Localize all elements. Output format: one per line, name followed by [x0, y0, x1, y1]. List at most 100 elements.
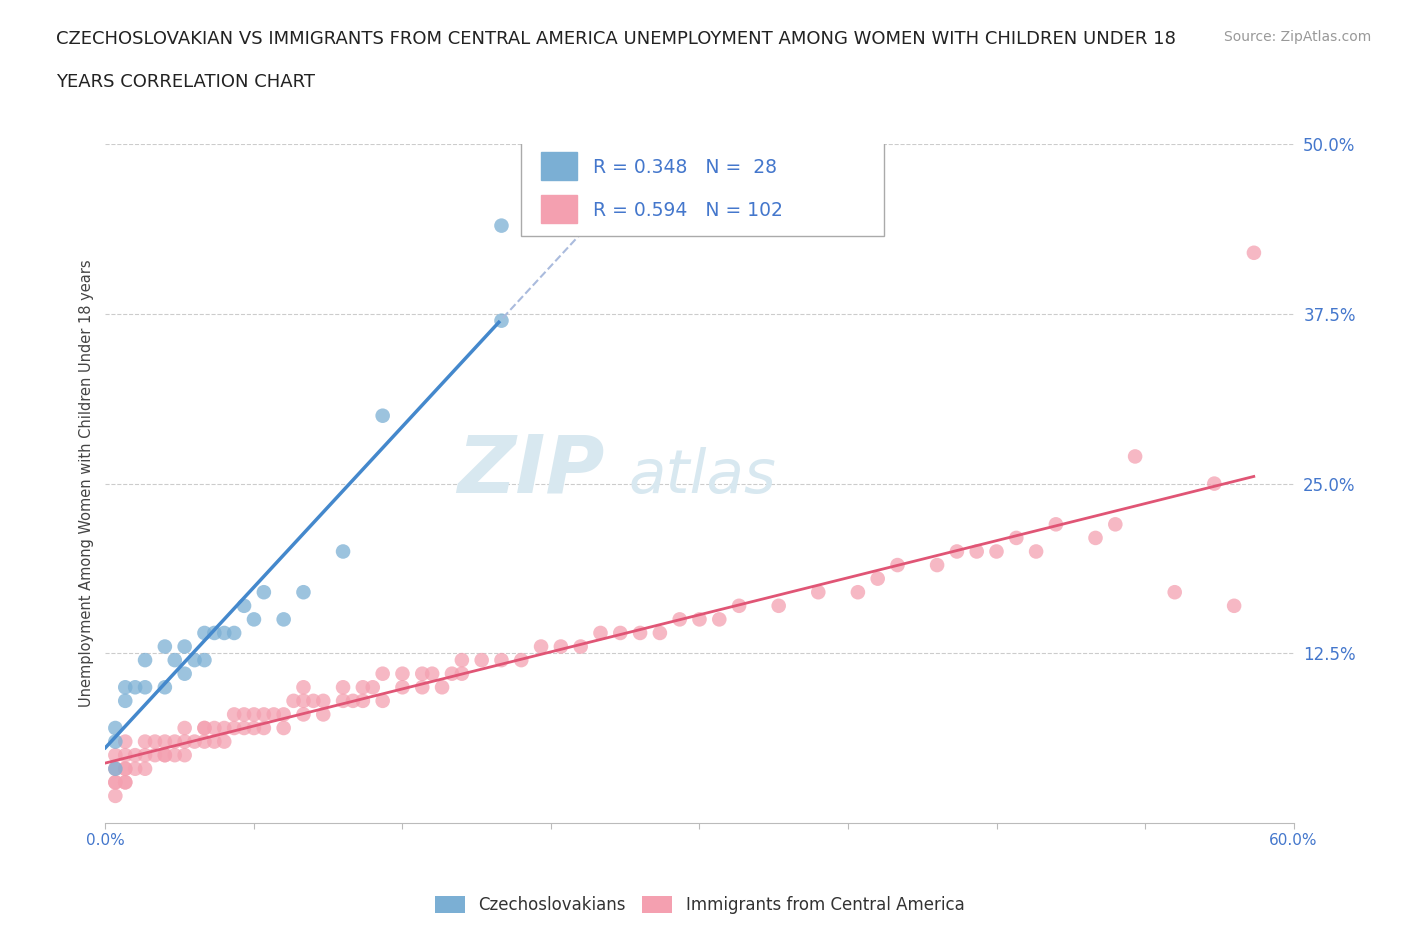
Point — [530, 639, 553, 654]
Point — [430, 680, 453, 695]
Point — [104, 789, 127, 804]
Point — [193, 734, 215, 749]
Point — [411, 680, 433, 695]
Point — [104, 734, 127, 749]
Point — [668, 612, 690, 627]
Point — [450, 653, 472, 668]
Point — [163, 734, 186, 749]
Point — [153, 639, 176, 654]
Point — [312, 707, 335, 722]
Point — [1025, 544, 1047, 559]
Point — [193, 721, 215, 736]
Point — [283, 694, 305, 709]
Point — [214, 721, 236, 736]
Text: R = 0.594   N = 102: R = 0.594 N = 102 — [592, 201, 782, 219]
Point — [510, 653, 533, 668]
Point — [312, 694, 335, 709]
Point — [292, 585, 315, 600]
Point — [450, 666, 472, 681]
Point — [886, 558, 908, 573]
Point — [193, 653, 215, 668]
Point — [114, 680, 136, 695]
Point — [253, 721, 276, 736]
Point — [224, 626, 246, 641]
Point — [846, 585, 869, 600]
Point — [104, 721, 127, 736]
Point — [1005, 530, 1028, 545]
Text: ZIP: ZIP — [457, 431, 605, 509]
Point — [163, 748, 186, 763]
Point — [569, 639, 592, 654]
Point — [114, 734, 136, 749]
Point — [292, 680, 315, 695]
Point — [104, 775, 127, 790]
Point — [104, 762, 127, 777]
Point — [986, 544, 1008, 559]
Text: CZECHOSLOVAKIAN VS IMMIGRANTS FROM CENTRAL AMERICA UNEMPLOYMENT AMONG WOMEN WITH: CZECHOSLOVAKIAN VS IMMIGRANTS FROM CENTR… — [56, 30, 1175, 47]
Point — [866, 571, 889, 586]
Text: atlas: atlas — [628, 447, 776, 506]
Point — [471, 653, 494, 668]
Point — [114, 775, 136, 790]
Point — [243, 612, 266, 627]
Point — [925, 558, 948, 573]
Point — [332, 680, 354, 695]
Point — [243, 707, 266, 722]
Point — [253, 707, 276, 722]
Point — [371, 694, 394, 709]
Point — [1104, 517, 1126, 532]
Point — [352, 680, 374, 695]
Point — [134, 762, 156, 777]
Point — [193, 626, 215, 641]
Legend: Czechoslovakians, Immigrants from Central America: Czechoslovakians, Immigrants from Centra… — [427, 889, 972, 921]
Point — [202, 626, 225, 641]
Point — [243, 721, 266, 736]
Point — [134, 680, 156, 695]
Point — [609, 626, 631, 641]
Point — [202, 721, 225, 736]
Point — [214, 626, 236, 641]
Point — [143, 734, 166, 749]
Point — [391, 666, 413, 681]
Y-axis label: Unemployment Among Women with Children Under 18 years: Unemployment Among Women with Children U… — [79, 259, 94, 708]
Point — [253, 585, 276, 600]
Point — [411, 666, 433, 681]
Point — [153, 734, 176, 749]
Point — [143, 748, 166, 763]
Point — [352, 694, 374, 709]
Point — [104, 762, 127, 777]
Point — [332, 544, 354, 559]
Point — [153, 748, 176, 763]
Point — [966, 544, 988, 559]
Point — [173, 666, 195, 681]
Point — [946, 544, 969, 559]
Point — [134, 748, 156, 763]
Point — [124, 748, 146, 763]
Point — [134, 734, 156, 749]
Point — [224, 707, 246, 722]
Point — [104, 748, 127, 763]
Point — [114, 748, 136, 763]
Point — [391, 680, 413, 695]
Point — [124, 680, 146, 695]
Point — [292, 707, 315, 722]
Point — [420, 666, 443, 681]
Point — [648, 626, 671, 641]
Bar — [541, 152, 576, 180]
Point — [807, 585, 830, 600]
Point — [114, 694, 136, 709]
Point — [491, 313, 513, 328]
Point — [302, 694, 325, 709]
Point — [224, 721, 246, 736]
Point — [550, 639, 572, 654]
Point — [263, 707, 285, 722]
Point — [233, 598, 256, 613]
Point — [491, 219, 513, 233]
Point — [104, 775, 127, 790]
Point — [768, 598, 790, 613]
Point — [163, 653, 186, 668]
Point — [709, 612, 731, 627]
Point — [589, 626, 612, 641]
Point — [440, 666, 463, 681]
Point — [628, 626, 651, 641]
